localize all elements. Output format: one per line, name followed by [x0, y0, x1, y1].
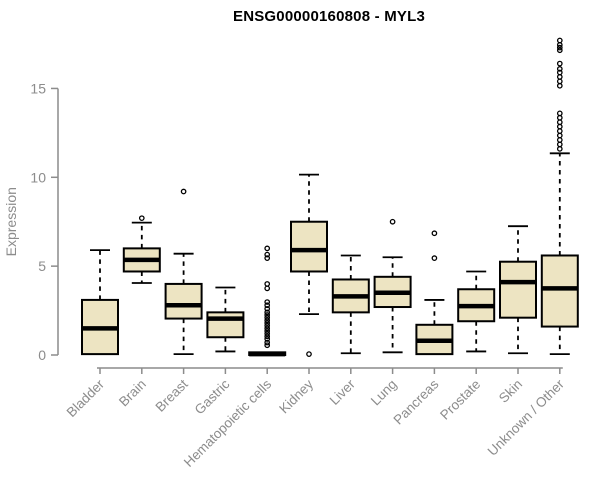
box-skin — [499, 260, 537, 319]
outlier-point-hematopoietic-cells — [264, 336, 271, 342]
outlier-point-hematopoietic-cells — [264, 339, 271, 346]
outlier-point-hematopoietic-cells — [264, 330, 271, 337]
outlier-point-hematopoietic-cells — [264, 342, 271, 349]
outlier-point-hematopoietic-cells — [264, 328, 271, 334]
outlier-point-unknown-other — [556, 47, 563, 54]
outlier-point-unknown-other — [556, 44, 563, 51]
outlier-point-hematopoietic-cells — [264, 302, 271, 309]
outlier-point-hematopoietic-cells — [264, 312, 271, 318]
outlier-point-hematopoietic-cells — [264, 245, 271, 252]
x-axis-category-label: Prostate — [437, 377, 483, 423]
outlier-point-kidney — [306, 351, 312, 357]
outlier-point-hematopoietic-cells — [264, 333, 271, 340]
outlier-point-unknown-other — [556, 114, 563, 121]
outlier-point-unknown-other — [556, 137, 563, 143]
y-axis-tick-label: 5 — [38, 258, 46, 274]
x-axis-category-label: Brain — [116, 377, 149, 410]
box-unknown-other — [540, 254, 579, 328]
x-axis-category-label: Lung — [368, 377, 400, 409]
outlier-point-unknown-other — [556, 78, 563, 85]
y-axis-tick-label: 15 — [30, 80, 46, 96]
outlier-point-pancreas — [431, 255, 438, 262]
outlier-point-unknown-other — [556, 146, 563, 152]
box-kidney — [290, 220, 328, 273]
outlier-point-hematopoietic-cells — [264, 299, 271, 305]
outlier-point-pancreas — [431, 230, 438, 237]
outlier-point-hematopoietic-cells — [264, 281, 271, 287]
y-axis-tick-label: 10 — [30, 169, 46, 185]
outlier-point-unknown-other — [556, 110, 563, 117]
outlier-point-unknown-other — [556, 66, 563, 72]
outlier-point-hematopoietic-cells — [264, 309, 271, 316]
outlier-point-breast — [180, 188, 187, 195]
outlier-point-hematopoietic-cells — [264, 251, 271, 258]
y-axis-label: Expression — [3, 187, 19, 256]
outlier-point-unknown-other — [556, 82, 563, 89]
outlier-point-hematopoietic-cells — [264, 322, 271, 329]
x-axis-category-label: Liver — [327, 376, 359, 408]
x-axis-category-label: Breast — [153, 376, 191, 414]
outlier-point-hematopoietic-cells — [264, 325, 271, 332]
x-axis-category-label: Skin — [496, 377, 525, 406]
outlier-point-hematopoietic-cells — [264, 285, 271, 292]
chart-title: ENSG00000160808 - MYL3 — [232, 8, 425, 25]
outlier-point-unknown-other — [556, 37, 563, 44]
outlier-point-lung — [389, 218, 396, 225]
outlier-point-unknown-other — [556, 69, 563, 76]
outlier-point-unknown-other — [556, 141, 563, 148]
outlier-point-unknown-other — [556, 128, 563, 134]
outlier-point-hematopoietic-cells — [264, 320, 271, 326]
outlier-point-unknown-other — [556, 74, 563, 80]
outlier-point-unknown-other — [556, 60, 563, 67]
box-gastric — [206, 311, 245, 339]
x-axis-category-label: Gastric — [192, 376, 233, 417]
outlier-point-hematopoietic-cells — [264, 255, 271, 262]
outlier-point-hematopoietic-cells — [264, 317, 271, 324]
outlier-point-hematopoietic-cells — [264, 305, 271, 312]
outlier-point-unknown-other — [556, 119, 563, 126]
box-breast — [164, 282, 203, 320]
outlier-point-unknown-other — [556, 123, 563, 130]
x-axis-category-label: Kidney — [276, 376, 316, 416]
x-axis-category-label: Pancreas — [391, 376, 442, 427]
x-axis-category-label: Unknown / Other — [485, 376, 568, 459]
outlier-point-brain — [138, 215, 145, 222]
outlier-point-hematopoietic-cells — [264, 314, 271, 321]
y-axis-tick-label: 0 — [38, 347, 46, 363]
outlier-point-unknown-other — [556, 132, 563, 139]
x-axis-category-label: Bladder — [64, 376, 108, 420]
